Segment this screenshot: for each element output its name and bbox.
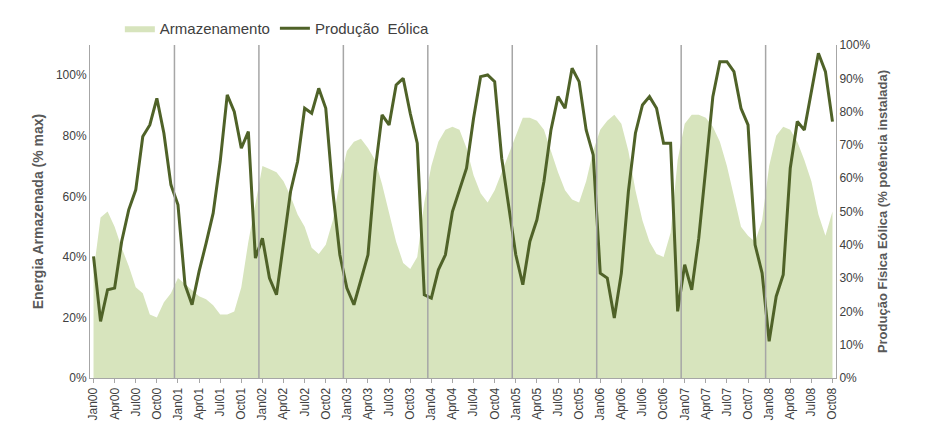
svg-text:Apr05: Apr05 bbox=[530, 387, 544, 419]
svg-text:60%: 60% bbox=[63, 190, 87, 204]
svg-text:Jul00: Jul00 bbox=[129, 387, 143, 416]
svg-text:20%: 20% bbox=[63, 311, 87, 325]
svg-text:Jan07: Jan07 bbox=[678, 387, 692, 420]
svg-text:70%: 70% bbox=[839, 138, 863, 152]
svg-text:Oct05: Oct05 bbox=[572, 387, 586, 419]
svg-text:Oct04: Oct04 bbox=[488, 387, 502, 419]
svg-text:Oct06: Oct06 bbox=[656, 387, 670, 419]
svg-text:Jul08: Jul08 bbox=[804, 387, 818, 416]
svg-text:Jan08: Jan08 bbox=[762, 387, 776, 420]
svg-text:Jan04: Jan04 bbox=[424, 387, 438, 420]
svg-text:Apr03: Apr03 bbox=[361, 387, 375, 419]
svg-text:Jan00: Jan00 bbox=[86, 387, 100, 420]
svg-text:Jul03: Jul03 bbox=[382, 387, 396, 416]
svg-text:30%: 30% bbox=[839, 271, 863, 285]
svg-text:Jul02: Jul02 bbox=[298, 387, 312, 416]
svg-text:Apr02: Apr02 bbox=[276, 387, 290, 419]
svg-text:Apr00: Apr00 bbox=[108, 387, 122, 419]
svg-text:Apr08: Apr08 bbox=[783, 387, 797, 419]
svg-text:Jan03: Jan03 bbox=[340, 387, 354, 420]
svg-text:Apr06: Apr06 bbox=[614, 387, 628, 419]
svg-text:Produção Eólica: Produção Eólica bbox=[315, 20, 429, 37]
svg-text:Jul01: Jul01 bbox=[213, 387, 227, 416]
svg-text:Jan05: Jan05 bbox=[509, 387, 523, 420]
svg-text:Apr01: Apr01 bbox=[192, 387, 206, 419]
svg-text:Oct03: Oct03 bbox=[403, 387, 417, 419]
svg-text:Oct07: Oct07 bbox=[741, 387, 755, 419]
svg-text:100%: 100% bbox=[839, 38, 870, 52]
svg-text:Jan02: Jan02 bbox=[255, 387, 269, 420]
svg-text:Jul06: Jul06 bbox=[635, 387, 649, 416]
svg-text:40%: 40% bbox=[839, 238, 863, 252]
svg-text:Jul07: Jul07 bbox=[720, 387, 734, 416]
svg-text:Oct00: Oct00 bbox=[150, 387, 164, 419]
svg-text:0%: 0% bbox=[839, 371, 857, 385]
svg-text:Armazenamento: Armazenamento bbox=[160, 20, 270, 37]
svg-text:90%: 90% bbox=[839, 72, 863, 86]
svg-text:Jul04: Jul04 bbox=[466, 387, 480, 416]
svg-text:Jul05: Jul05 bbox=[551, 387, 565, 416]
svg-text:Apr07: Apr07 bbox=[699, 387, 713, 419]
svg-text:20%: 20% bbox=[839, 305, 863, 319]
svg-text:Apr04: Apr04 bbox=[445, 387, 459, 419]
svg-text:Oct08: Oct08 bbox=[825, 387, 839, 419]
svg-text:80%: 80% bbox=[63, 129, 87, 143]
svg-text:0%: 0% bbox=[69, 371, 87, 385]
svg-text:Oct01: Oct01 bbox=[234, 387, 248, 419]
svg-text:Oct02: Oct02 bbox=[319, 387, 333, 419]
svg-text:40%: 40% bbox=[63, 250, 87, 264]
svg-text:80%: 80% bbox=[839, 105, 863, 119]
svg-text:Jan06: Jan06 bbox=[593, 387, 607, 420]
svg-text:Produção Física Eólica (% potê: Produção Física Eólica (% potência insta… bbox=[875, 70, 890, 353]
svg-text:10%: 10% bbox=[839, 338, 863, 352]
svg-text:Energia Armazenada (% max): Energia Armazenada (% max) bbox=[30, 114, 46, 310]
svg-text:Jan01: Jan01 bbox=[171, 387, 185, 420]
svg-text:60%: 60% bbox=[839, 171, 863, 185]
svg-text:50%: 50% bbox=[839, 205, 863, 219]
svg-text:100%: 100% bbox=[56, 68, 87, 82]
